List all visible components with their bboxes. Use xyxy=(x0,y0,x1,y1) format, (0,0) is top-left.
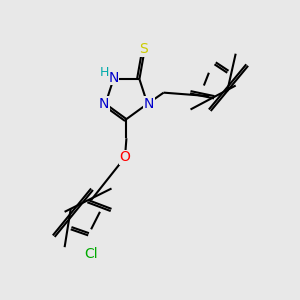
Text: S: S xyxy=(140,42,148,56)
Text: N: N xyxy=(108,71,119,85)
Text: N: N xyxy=(99,97,109,111)
Text: O: O xyxy=(119,150,130,164)
Text: Cl: Cl xyxy=(84,247,98,261)
Text: N: N xyxy=(144,97,154,111)
Text: H: H xyxy=(99,66,109,79)
